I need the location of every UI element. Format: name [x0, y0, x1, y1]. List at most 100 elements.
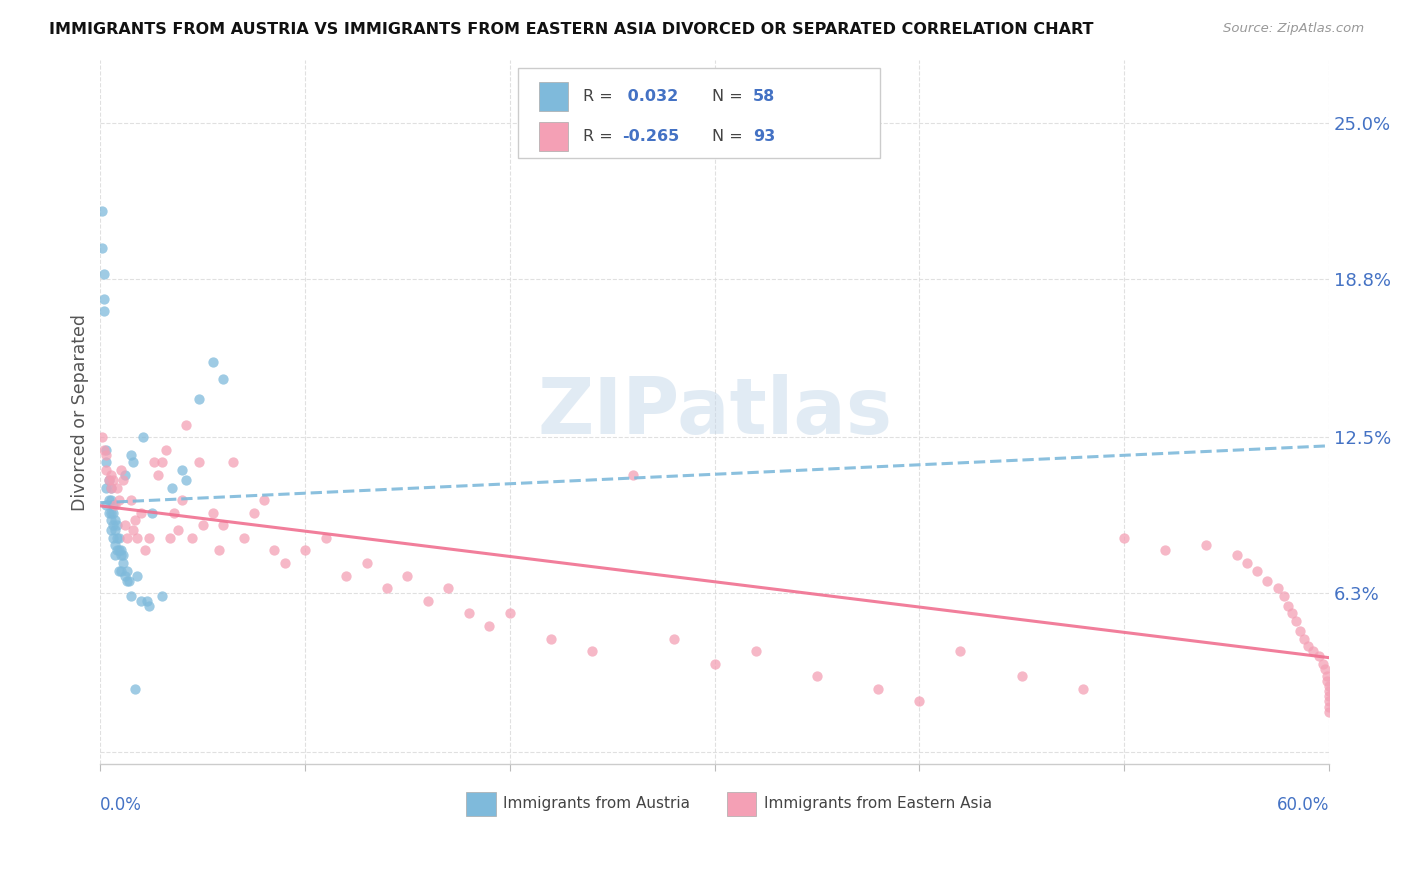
Text: -0.265: -0.265 — [623, 129, 679, 144]
Point — [96, 455, 118, 469]
Point — [93, 304, 115, 318]
Point — [100, 467, 122, 482]
Point — [115, 574, 138, 588]
Point — [949, 644, 972, 658]
Point — [93, 442, 115, 457]
Point — [187, 455, 209, 469]
Point — [97, 506, 120, 520]
Point — [150, 589, 173, 603]
Text: ZIPatlas: ZIPatlas — [537, 374, 893, 450]
Point — [115, 564, 138, 578]
Point — [1277, 599, 1299, 613]
Point — [191, 518, 214, 533]
Point — [111, 556, 134, 570]
Point — [122, 455, 145, 469]
Point — [703, 657, 725, 671]
Point — [1316, 669, 1339, 683]
Point — [124, 513, 146, 527]
Point — [155, 442, 177, 457]
Point — [356, 556, 378, 570]
Point — [1285, 614, 1308, 628]
Point — [1317, 694, 1340, 708]
Bar — [727, 792, 756, 816]
Point — [138, 531, 160, 545]
Text: IMMIGRANTS FROM AUSTRIA VS IMMIGRANTS FROM EASTERN ASIA DIVORCED OR SEPARATED CO: IMMIGRANTS FROM AUSTRIA VS IMMIGRANTS FR… — [49, 22, 1094, 37]
Point — [141, 506, 163, 520]
Point — [118, 574, 141, 588]
Point — [96, 448, 118, 462]
Point — [222, 455, 245, 469]
Point — [105, 531, 128, 545]
Text: Immigrants from Austria: Immigrants from Austria — [503, 796, 690, 811]
FancyBboxPatch shape — [517, 68, 880, 158]
Point — [1272, 589, 1295, 603]
Point — [107, 493, 129, 508]
Point — [396, 568, 419, 582]
Point — [232, 531, 254, 545]
Point — [1317, 699, 1340, 714]
Point — [104, 538, 127, 552]
Point — [176, 417, 198, 432]
Point — [127, 568, 149, 582]
Point — [114, 568, 136, 582]
Point — [1298, 639, 1320, 653]
Point — [136, 594, 159, 608]
Point — [110, 564, 132, 578]
Point — [662, 632, 685, 646]
Point — [146, 467, 169, 482]
Point — [132, 430, 155, 444]
Point — [263, 543, 285, 558]
Text: N =: N = — [713, 129, 748, 144]
Point — [1317, 679, 1340, 693]
Point — [201, 506, 224, 520]
Point — [111, 549, 134, 563]
Point — [163, 506, 186, 520]
Point — [97, 493, 120, 508]
Text: R =: R = — [583, 89, 619, 104]
Point — [172, 463, 194, 477]
Point — [243, 506, 266, 520]
Point — [122, 524, 145, 538]
Point — [212, 518, 235, 533]
Point — [91, 241, 114, 255]
Point — [107, 543, 129, 558]
Point — [101, 498, 124, 512]
Point — [101, 473, 124, 487]
Point — [100, 524, 122, 538]
Point — [97, 473, 120, 487]
Point — [167, 524, 190, 538]
Point — [1114, 531, 1136, 545]
Point — [100, 481, 122, 495]
Bar — [538, 121, 568, 152]
Point — [91, 203, 114, 218]
Point — [294, 543, 316, 558]
Point — [104, 513, 127, 527]
Point — [806, 669, 828, 683]
Bar — [467, 792, 496, 816]
Y-axis label: Divorced or Separated: Divorced or Separated — [72, 313, 89, 510]
Point — [138, 599, 160, 613]
Point — [1011, 669, 1033, 683]
Point — [97, 473, 120, 487]
Point — [129, 594, 152, 608]
Point — [159, 531, 181, 545]
Point — [93, 267, 115, 281]
Point — [96, 463, 118, 477]
Point — [100, 506, 122, 520]
Point — [458, 607, 481, 621]
Point — [107, 531, 129, 545]
Point — [1312, 657, 1334, 671]
Point — [499, 607, 522, 621]
Point — [105, 481, 128, 495]
Point — [101, 518, 124, 533]
Point — [129, 506, 152, 520]
Point — [1317, 684, 1340, 698]
Point — [1289, 624, 1312, 638]
Point — [114, 467, 136, 482]
Point — [110, 543, 132, 558]
Point — [1236, 556, 1258, 570]
Point — [478, 619, 501, 633]
Bar — [538, 82, 568, 112]
Point — [273, 556, 295, 570]
Point — [100, 493, 122, 508]
